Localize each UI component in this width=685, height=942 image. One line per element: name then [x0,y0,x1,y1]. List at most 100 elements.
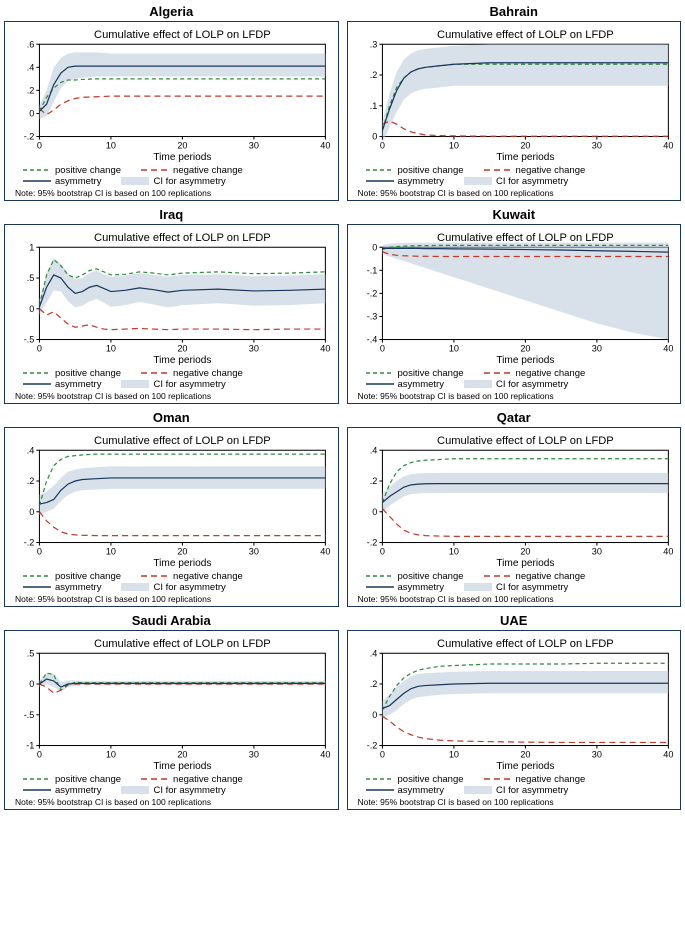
xtick-label: 10 [448,141,458,151]
legend: positive changenegative changeasymmetryC… [9,774,334,796]
panel-frame: 010203040-.4-.3-.2-.10Cumulative effect … [347,224,682,404]
legend-item: CI for asymmetry [464,379,568,390]
legend-item: positive change [366,774,464,785]
country-title: Iraq [159,207,183,222]
ci-band [382,473,668,512]
legend: positive changenegative changeasymmetryC… [9,368,334,390]
legend-label: positive change [55,368,121,379]
xtick-label: 0 [379,344,384,354]
chart-panel: Algeria010203040-.20.2.4.6Cumulative eff… [4,4,339,201]
xtick-label: 40 [320,344,330,354]
xtick-label: 10 [106,749,116,759]
xtick-label: 0 [379,749,384,759]
legend-item: negative change [141,368,243,379]
legend-label: positive change [398,774,464,785]
legend-label: CI for asymmetry [153,582,225,593]
legend: positive changenegative changeasymmetryC… [9,165,334,187]
panel-frame: 010203040-.50.51Cumulative effect of LOL… [4,224,339,404]
xtick-label: 0 [37,141,42,151]
legend: positive changenegative changeasymmetryC… [352,368,677,390]
legend-item: negative change [484,774,586,785]
ci-band [39,673,325,691]
ytick-label: .5 [27,648,35,658]
ytick-label: 0 [29,679,34,689]
xtick-label: 30 [249,344,259,354]
ytick-label: .4 [369,445,377,455]
chart-svg: 010203040-.4-.3-.2-.10Cumulative effect … [352,229,677,366]
ytick-label: .2 [369,679,377,689]
panel-frame: 010203040-.20.2.4Cumulative effect of LO… [347,427,682,607]
bootstrap-note: Note: 95% bootstrap CI is based on 100 r… [9,188,334,198]
chart-svg: 010203040-.50.51Cumulative effect of LOL… [9,229,334,366]
ytick-label: -.1 [366,265,377,275]
legend-label: CI for asymmetry [153,379,225,390]
legend-label: positive change [55,571,121,582]
ci-band [382,671,668,718]
legend-item: positive change [366,165,464,176]
legend-item: negative change [484,368,586,379]
ytick-label: 0 [372,507,377,517]
ytick-label: .2 [27,85,35,95]
ytick-label: 0 [29,507,34,517]
legend-item: negative change [141,774,243,785]
legend-item: CI for asymmetry [464,176,568,187]
chart-title: Cumulative effect of LOLP on LFDP [94,638,271,650]
bootstrap-note: Note: 95% bootstrap CI is based on 100 r… [352,391,677,401]
negative-line [39,96,325,114]
xtick-label: 20 [520,749,530,759]
legend-label: CI for asymmetry [496,582,568,593]
ytick-label: .4 [27,62,35,72]
chart-panel: Kuwait010203040-.4-.3-.2-.10Cumulative e… [347,207,682,404]
legend-label: asymmetry [398,785,444,796]
legend-item: CI for asymmetry [121,176,225,187]
legend-label: negative change [516,571,586,582]
legend-label: positive change [398,571,464,582]
positive-line [39,79,325,111]
country-title: Bahrain [490,4,538,19]
chart-title: Cumulative effect of LOLP on LFDP [94,29,271,41]
legend-label: positive change [55,774,121,785]
legend-item: asymmetry [366,176,444,187]
ci-band [382,243,668,340]
bootstrap-note: Note: 95% bootstrap CI is based on 100 r… [352,594,677,604]
negative-line [39,684,325,693]
x-axis-label: Time periods [496,152,554,163]
legend-item: positive change [366,368,464,379]
legend-label: asymmetry [398,582,444,593]
chart-svg: 010203040-.20.2.4Cumulative effect of LO… [352,432,677,569]
xtick-label: 20 [520,546,530,556]
xtick-label: 20 [177,141,187,151]
country-title: Saudi Arabia [132,613,211,628]
legend-label: negative change [516,368,586,379]
xtick-label: 10 [448,344,458,354]
legend-item: asymmetry [366,785,444,796]
panel-frame: 010203040-.20.2.4.6Cumulative effect of … [4,21,339,201]
legend-label: CI for asymmetry [153,785,225,796]
ytick-label: 0 [29,304,34,314]
legend-label: negative change [173,165,243,176]
xtick-label: 30 [591,141,601,151]
panel-frame: 010203040-1-.50.5Cumulative effect of LO… [4,630,339,810]
country-title: Algeria [149,4,193,19]
chart-title: Cumulative effect of LOLP on LFDP [437,232,614,244]
legend-label: CI for asymmetry [496,176,568,187]
ytick-label: 1 [29,242,34,252]
ytick-label: -.4 [366,334,377,344]
xtick-label: 40 [663,546,673,556]
chart-panel: Saudi Arabia010203040-1-.50.5Cumulative … [4,613,339,810]
chart-title: Cumulative effect of LOLP on LFDP [94,232,271,244]
ytick-label: .3 [369,39,377,49]
negative-line [382,716,668,742]
chart-panel: Iraq010203040-.50.51Cumulative effect of… [4,207,339,404]
xtick-label: 10 [106,546,116,556]
legend-label: positive change [398,368,464,379]
bootstrap-note: Note: 95% bootstrap CI is based on 100 r… [9,391,334,401]
legend-item: negative change [484,571,586,582]
chart-title: Cumulative effect of LOLP on LFDP [437,435,614,447]
xtick-label: 30 [591,749,601,759]
x-axis-label: Time periods [496,558,554,569]
negative-line [382,508,668,536]
legend: positive changenegative changeasymmetryC… [352,774,677,796]
legend-item: negative change [141,571,243,582]
legend-label: asymmetry [55,582,101,593]
